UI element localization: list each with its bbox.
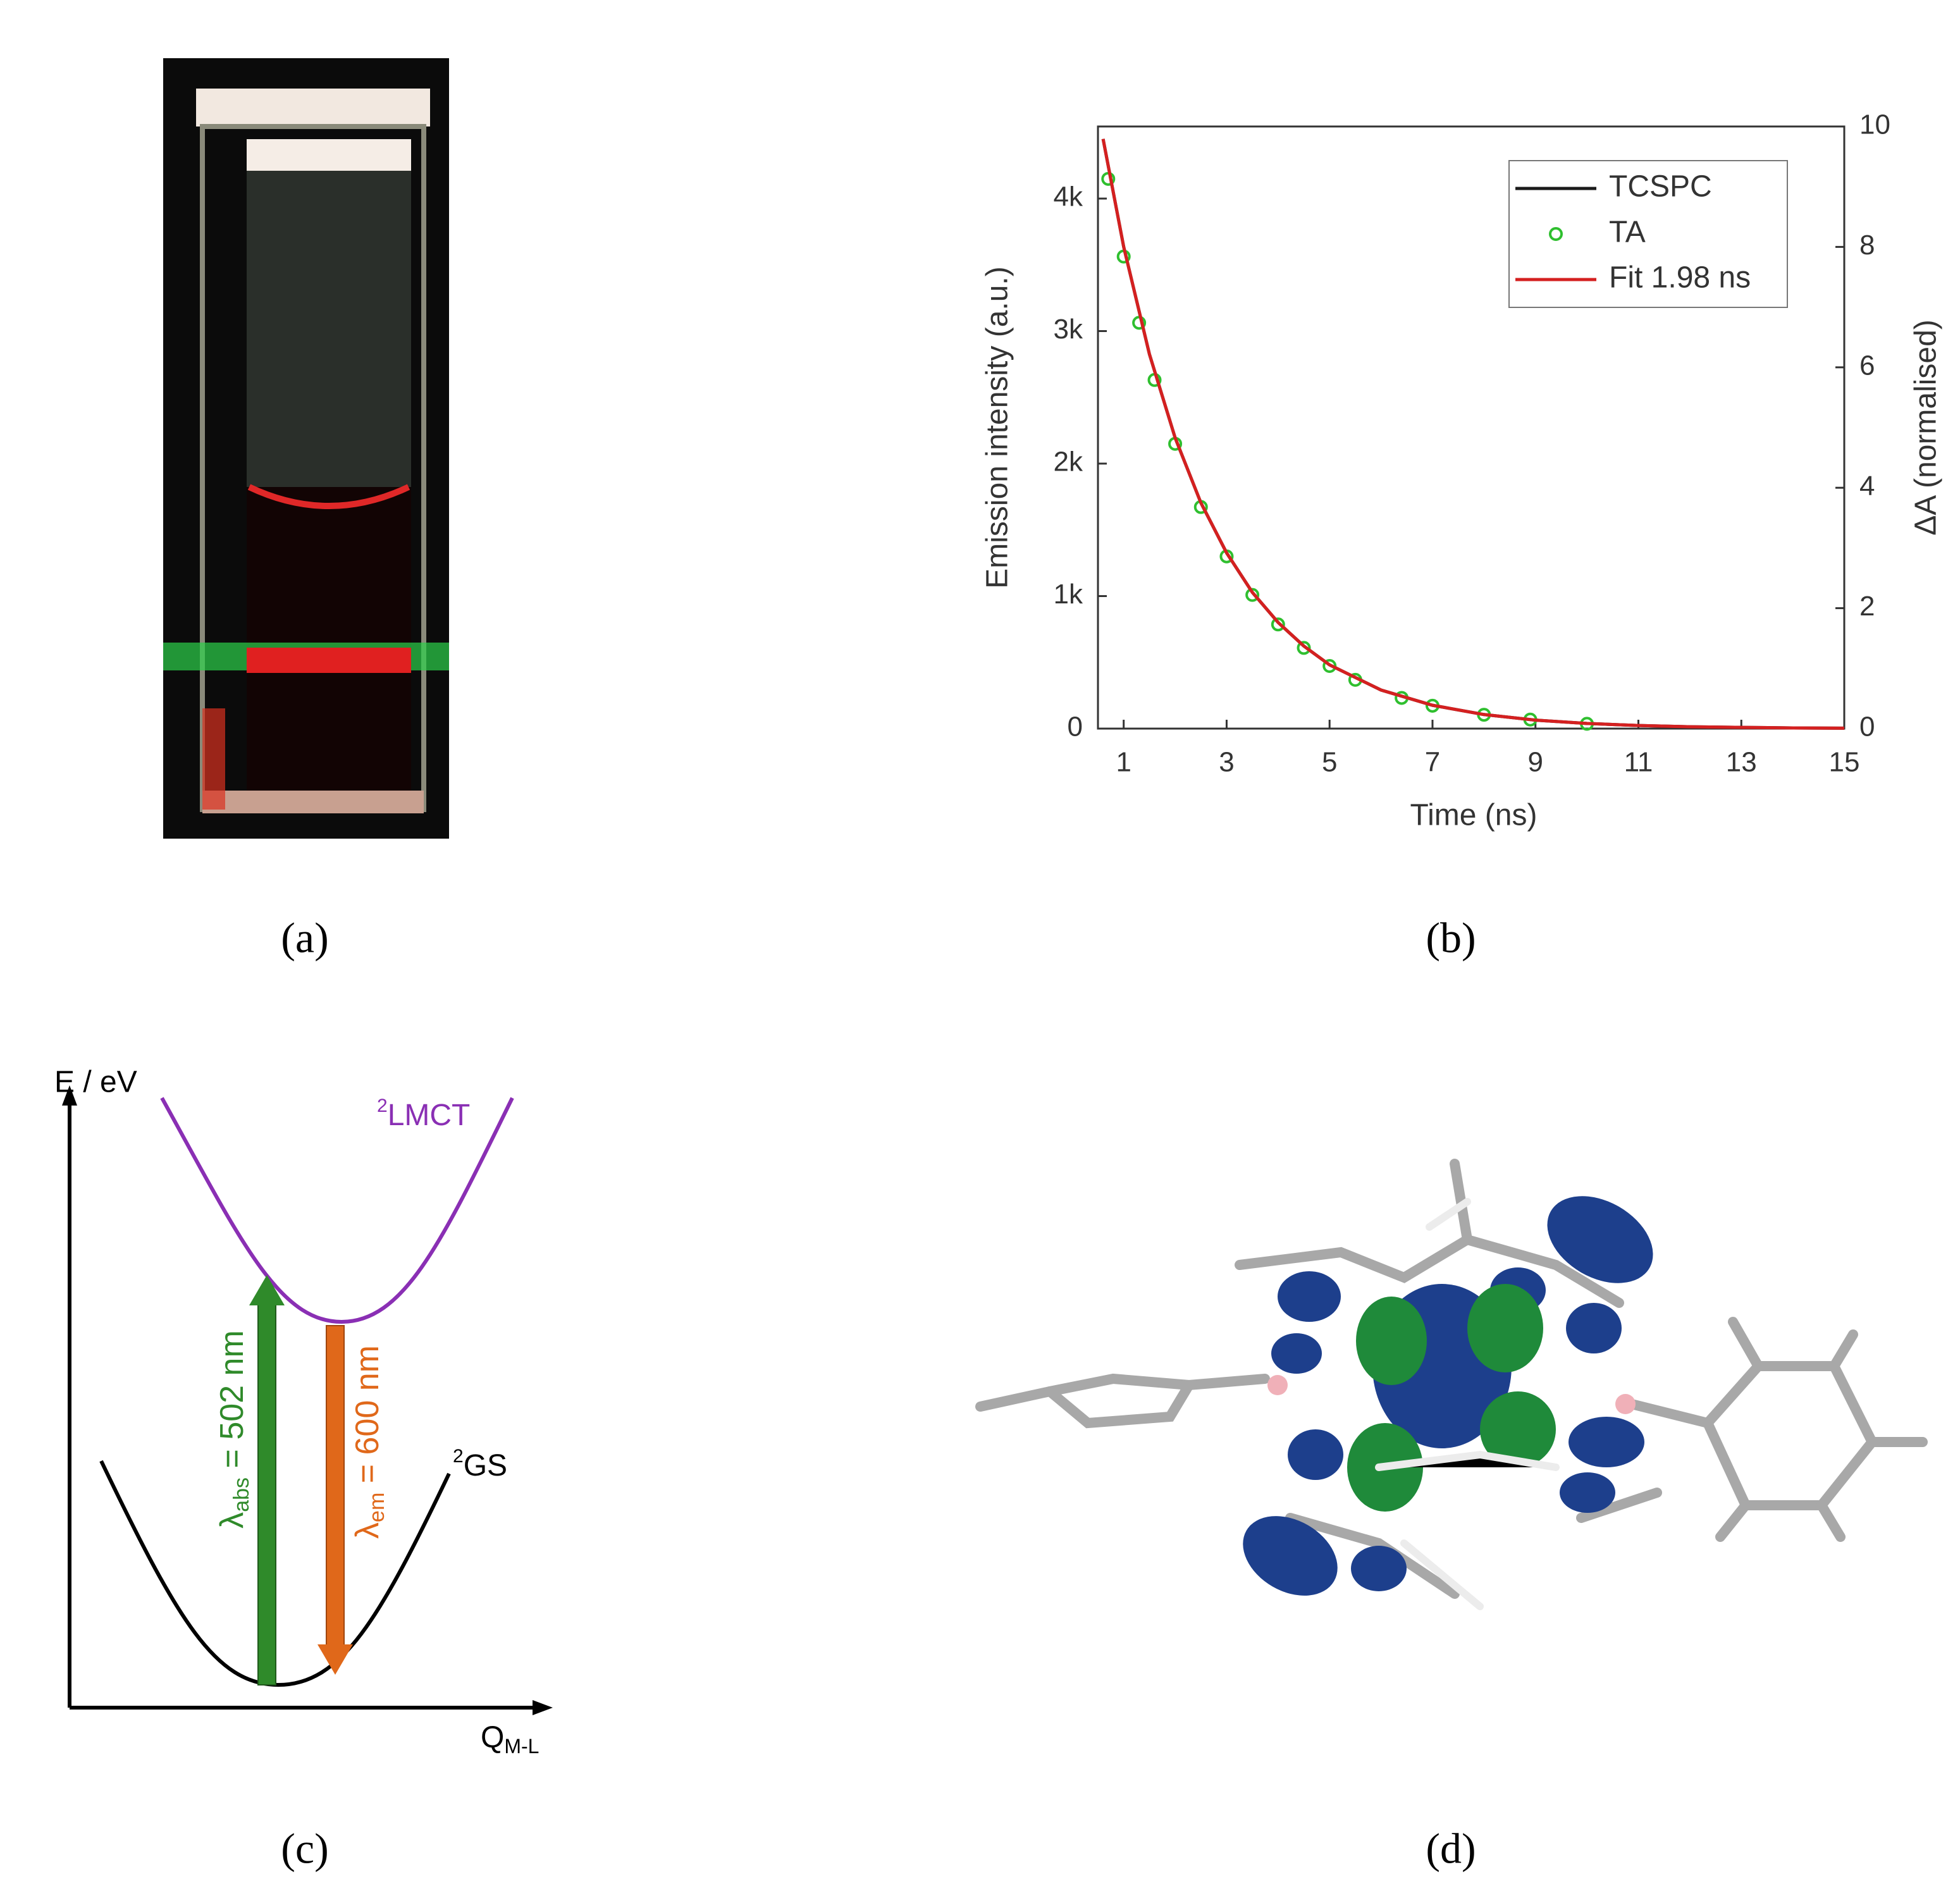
x-tick-label: 3 [1219,747,1234,778]
x-axis-label: QM-L [481,1721,539,1758]
data-point [1245,588,1260,602]
y2-tick-label: 6 [1859,350,1875,381]
y-tick-label: 2k [1054,447,1083,478]
x-tick-label: 15 [1829,747,1860,778]
legend-label: TCSPC [1609,170,1712,204]
molecule-render [975,1159,1928,1610]
data-point [1297,641,1311,655]
y2-axis-label: ΔA (normalised) [1909,319,1943,536]
x-tick-label: 11 [1624,747,1653,778]
cuvette-photo [163,58,449,839]
y-tick-label: 0 [1068,712,1083,743]
energy-diagram: E / eV QM-L 2LMCT 2GS λabs = 502 nm λem … [54,1066,553,1758]
panel-label: (b) [1426,914,1476,962]
x-tick-label: 13 [1726,747,1757,778]
legend-box [1508,160,1788,308]
y2-tick-label: 2 [1859,591,1875,622]
y-tick-label: 4k [1054,182,1083,213]
y-tick-label: 1k [1054,579,1083,610]
panel-label: (d) [1426,1825,1476,1873]
data-line [1101,139,1845,730]
x-tick-label: 5 [1322,747,1337,778]
legend-label: Fit 1.98 ns [1609,261,1751,295]
plot-frame [1097,125,1846,730]
emission-label: λem = 600 nm [349,1345,389,1539]
x-tick-label: 7 [1425,747,1440,778]
y-axis-label: E / eV [54,1066,137,1099]
panel-label: (a) [281,914,328,962]
x-tick-label: 1 [1116,747,1131,778]
legend-marker [1549,227,1563,241]
y2-tick-label: 8 [1859,230,1875,261]
state-label: 2GS [453,1446,507,1482]
y2-tick-label: 0 [1859,712,1875,743]
decay-chart: Time (ns) Emission intensity (a.u.) ΔA (… [981,109,1943,832]
legend-label: TA [1609,216,1646,249]
state-label: 2LMCT [377,1095,470,1132]
y2-tick-label: 4 [1859,471,1875,502]
y-axis-label: Emission intensity (a.u.) [981,266,1014,589]
x-tick-label: 9 [1527,747,1543,778]
y2-tick-label: 10 [1859,109,1890,140]
data-point [1271,617,1285,632]
panel-label: (c) [281,1825,328,1873]
y-tick-label: 3k [1054,314,1083,345]
absorption-label: λabs = 502 nm [214,1330,254,1529]
x-axis-label: Time (ns) [1410,799,1538,832]
